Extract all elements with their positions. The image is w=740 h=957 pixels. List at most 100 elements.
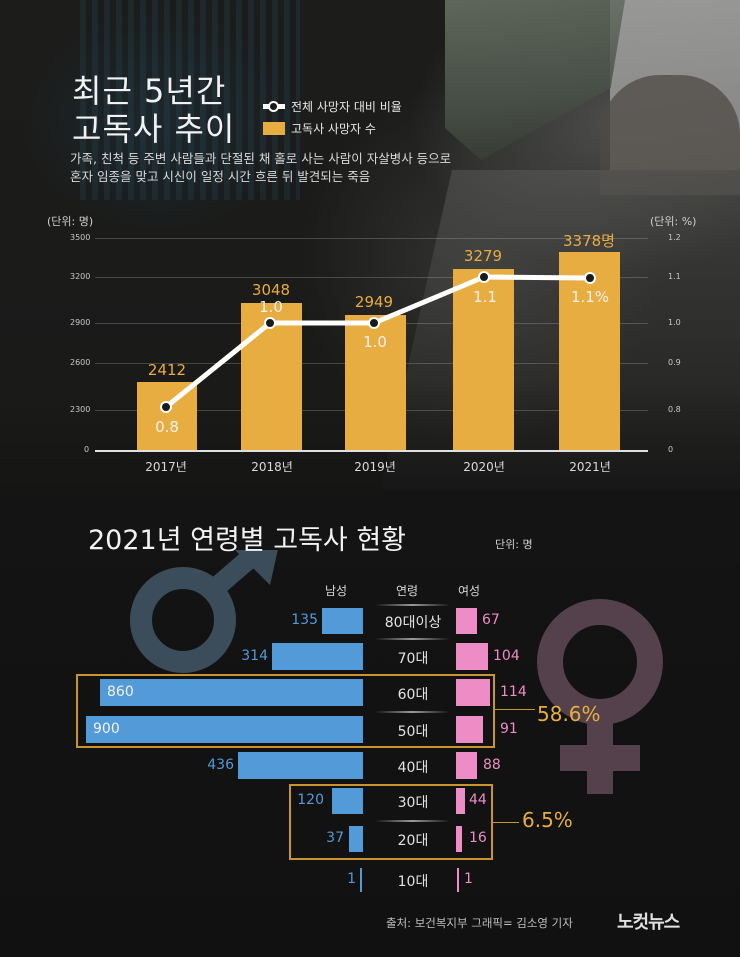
header-age: 연령 xyxy=(396,584,419,598)
right-tick: 0.8 xyxy=(668,405,681,414)
pct-20-30: 6.5% xyxy=(522,808,573,832)
ratio-value: 1.0 xyxy=(363,333,387,351)
x-label: 2019년 xyxy=(354,460,396,474)
male-value: 37 xyxy=(326,830,344,846)
male-bar-60s xyxy=(100,679,363,706)
source-credit: 출처: 보건복지부 그래픽= 김소영 기자 xyxy=(386,916,573,930)
trend-legend: 전체 사망자 대비 비율 고독사 사망자 수 xyxy=(263,95,402,139)
age-label: 70대 xyxy=(397,651,429,667)
male-symbol-icon xyxy=(130,550,278,673)
row-separator xyxy=(375,604,450,606)
right-tick: 0.9 xyxy=(668,358,681,367)
trend-title: 최근 5년간 고독사 추이 xyxy=(72,72,235,148)
legend-label: 전체 사망자 대비 비율 xyxy=(291,99,402,114)
x-label: 2021년 xyxy=(569,460,611,474)
bar-value: 2412 xyxy=(147,361,187,379)
line-marker-icon xyxy=(263,100,285,112)
row-separator xyxy=(375,711,450,713)
right-tick: 0 xyxy=(668,445,674,454)
left-tick: 3500 xyxy=(70,233,91,242)
legend-label: 고독사 사망자 수 xyxy=(291,121,376,136)
male-bar-30s xyxy=(332,788,363,814)
definition-text: 가족, 친척 등 주변 사람들과 단절된 채 홀로 사는 사람이 자살병사 등으… xyxy=(70,150,451,186)
age-chart-unit: 단위: 명 xyxy=(495,538,533,551)
left-tick: 3200 xyxy=(70,272,91,281)
male-bar-70s xyxy=(272,643,363,670)
male-bar-80plus xyxy=(322,608,363,634)
age-label: 30대 xyxy=(397,795,429,811)
header-male: 남성 xyxy=(325,584,348,598)
bar-swatch-icon xyxy=(263,121,285,135)
age-label: 20대 xyxy=(397,833,429,849)
bar-2021 xyxy=(559,252,620,450)
age-label: 50대 xyxy=(397,724,429,740)
male-value: 120 xyxy=(297,792,324,808)
male-value: 900 xyxy=(93,721,120,737)
ratio-value: 1.1% xyxy=(570,288,610,306)
row-separator xyxy=(375,820,450,822)
male-value: 135 xyxy=(291,612,318,628)
female-value: 91 xyxy=(500,721,518,737)
nocutnews-logo: 노컷뉴스 xyxy=(617,912,680,933)
male-bar-20s xyxy=(349,826,363,852)
definition-line2: 혼자 임종을 맞고 시신이 일정 시간 흐른 뒤 발견되는 죽음 xyxy=(70,169,371,184)
left-tick: 2900 xyxy=(70,318,91,327)
male-value: 860 xyxy=(107,684,134,700)
age-chart-title: 2021년 연령별 고독사 현황 xyxy=(88,525,407,556)
connector-50-60 xyxy=(495,709,535,710)
male-bar-40s xyxy=(238,752,363,779)
trend-title-line1: 최근 5년간 xyxy=(72,72,227,110)
group-box-50-60 xyxy=(76,674,495,748)
age-label: 40대 xyxy=(397,760,429,776)
left-tick: 0 xyxy=(84,445,90,454)
legend-item-ratio: 전체 사망자 대비 비율 xyxy=(263,95,402,117)
bar-value: 2949 xyxy=(354,293,394,311)
female-value: 44 xyxy=(469,792,487,808)
right-tick: 1.2 xyxy=(668,233,681,242)
female-bar-60s xyxy=(456,679,490,706)
female-bar-20s xyxy=(456,826,462,852)
female-bar-50s xyxy=(456,716,483,743)
female-bar-30s xyxy=(456,788,465,814)
group-box-20-30 xyxy=(289,784,493,860)
female-value: 1 xyxy=(464,871,473,887)
trend-title-line2: 고독사 추이 xyxy=(72,110,236,148)
x-label: 2020년 xyxy=(463,460,505,474)
ratio-value: 1.0 xyxy=(259,298,283,316)
female-value: 88 xyxy=(483,757,501,773)
female-bar-40s xyxy=(456,752,477,779)
ratio-line xyxy=(160,271,596,413)
female-symbol-icon xyxy=(537,599,663,794)
female-value: 104 xyxy=(493,648,520,664)
bar-2017 xyxy=(137,382,197,450)
pct-50-60: 58.6% xyxy=(537,702,601,726)
x-label: 2017년 xyxy=(145,460,187,474)
age-label: 60대 xyxy=(397,687,429,703)
ratio-value: 0.8 xyxy=(155,418,179,436)
definition-line1: 가족, 친척 등 주변 사람들과 단절된 채 홀로 사는 사람이 자살병사 등으… xyxy=(70,151,452,166)
left-axis-unit: (단위: 명) xyxy=(47,215,94,228)
female-value: 114 xyxy=(500,684,527,700)
x-label: 2018년 xyxy=(251,460,293,474)
ratio-value: 1.1 xyxy=(473,288,497,306)
gridline xyxy=(95,238,648,239)
row-separator xyxy=(375,638,450,640)
right-tick: 1.0 xyxy=(668,318,681,327)
female-bar-70s xyxy=(456,643,488,670)
male-value: 436 xyxy=(207,757,234,773)
x-axis xyxy=(95,450,648,452)
left-tick: 2600 xyxy=(70,358,91,367)
female-bar-80plus xyxy=(456,608,477,634)
left-tick: 2300 xyxy=(70,405,91,414)
bar-value: 3048 xyxy=(251,281,291,299)
bar-2020 xyxy=(453,269,514,450)
bar-value: 3378명 xyxy=(563,232,615,250)
female-value: 16 xyxy=(469,830,487,846)
female-value: 67 xyxy=(482,612,500,628)
header-female: 여성 xyxy=(458,584,481,598)
right-tick: 1.1 xyxy=(668,272,681,281)
bar-value: 3279 xyxy=(463,247,503,265)
background-photo-wall xyxy=(80,0,300,200)
male-bar-10s xyxy=(360,868,362,892)
